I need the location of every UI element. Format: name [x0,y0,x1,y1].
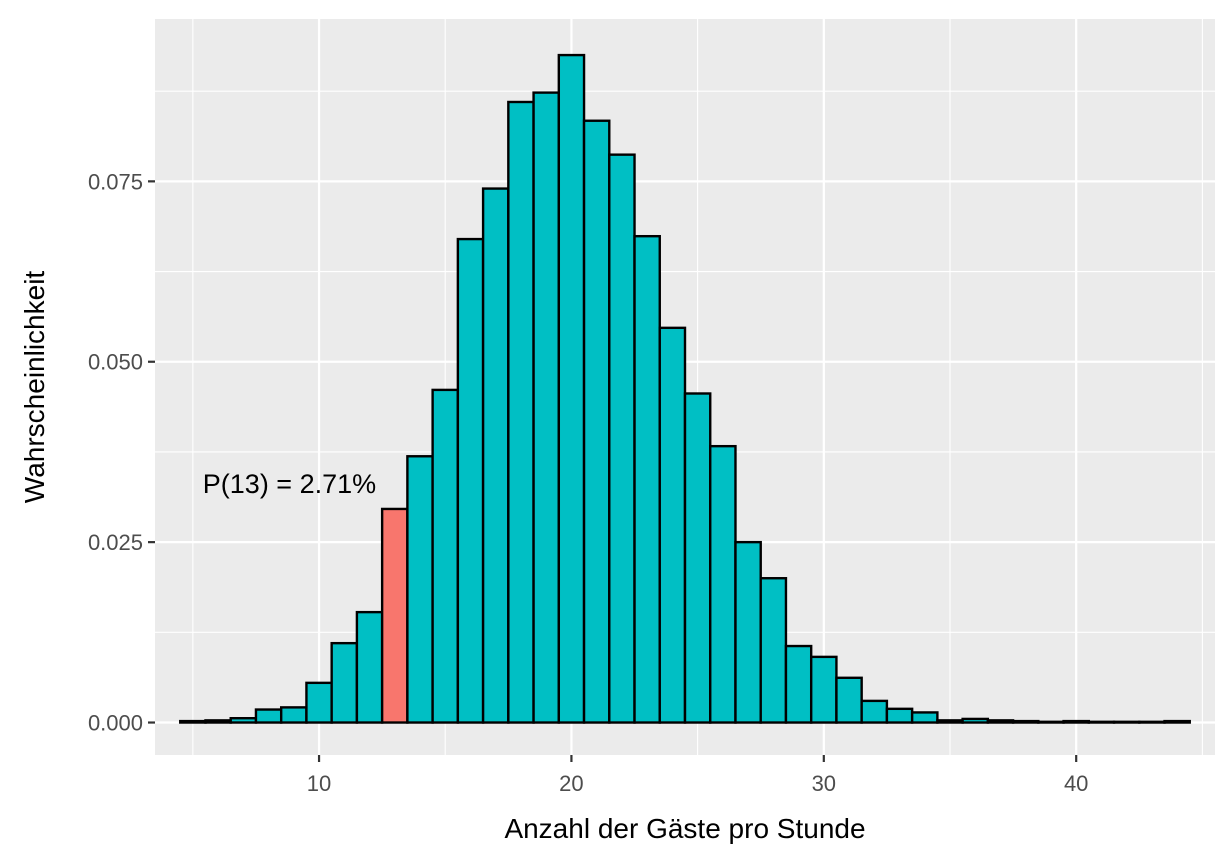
x-axis-title: Anzahl der Gäste pro Stunde [504,813,865,844]
bar [456,237,485,724]
bar [1163,719,1191,724]
x-tick-label: 20 [559,771,583,796]
bar [431,388,460,724]
bar [835,676,863,724]
bar [885,707,914,724]
bar [557,53,586,724]
bar [330,641,359,724]
bar [279,706,308,724]
bar [936,719,964,724]
bar [229,717,258,724]
bar [860,699,889,724]
bar [709,444,737,724]
bar [481,187,510,724]
x-tick-label: 10 [307,771,331,796]
bar [1062,719,1091,724]
bar [507,100,535,724]
bar [532,91,561,724]
bar [1138,720,1166,724]
y-tick-label: 0.025 [88,530,143,555]
bar [305,681,333,724]
bar [759,577,788,724]
y-tick-label: 0.050 [88,350,143,375]
bar [1037,720,1065,724]
bar [355,610,384,724]
bar [406,455,434,724]
bar [658,326,687,724]
bar [734,540,762,724]
bar [1087,720,1116,724]
bar [582,119,611,724]
bar [784,644,813,724]
y-axis-title: Wahrscheinlichkeit [19,271,50,504]
bar [254,708,283,724]
histogram-bars [179,53,1191,724]
bar [1112,720,1141,724]
bar [683,392,712,724]
bar [633,234,661,724]
x-axis: 10 20 30 40 [307,755,1088,796]
bar [961,717,990,724]
bar [809,655,838,724]
bar [179,719,207,724]
bar [608,153,636,724]
y-tick-label: 0.000 [88,711,143,736]
y-axis: 0.000 0.025 0.050 0.075 [88,169,155,736]
x-tick-label: 30 [812,771,836,796]
x-tick-label: 40 [1064,771,1088,796]
y-tick-label: 0.075 [88,169,143,194]
highlighted-bar [380,507,409,724]
bar [1011,719,1040,724]
bar [986,719,1015,724]
bar [204,719,232,724]
probability-annotation: P(13) = 2.71% [203,469,376,499]
bar [910,711,939,724]
